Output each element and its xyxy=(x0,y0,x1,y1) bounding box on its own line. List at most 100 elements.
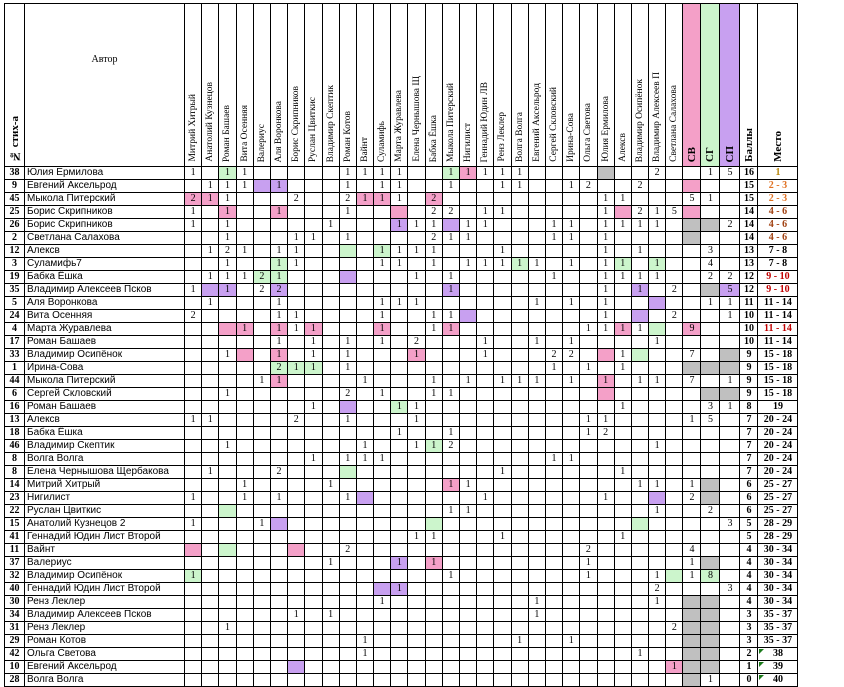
vote-cell: 1 xyxy=(218,192,237,206)
bonus-cell xyxy=(700,517,721,531)
vote-cell xyxy=(562,270,581,284)
vote-cell: 1 xyxy=(648,439,667,453)
vote-cell xyxy=(579,491,598,505)
vote-cell xyxy=(527,283,546,297)
vote-cell: 1 xyxy=(510,179,529,193)
place-cell: 7 - 8 xyxy=(757,257,799,271)
vote-cell xyxy=(458,647,478,661)
vote-cell xyxy=(493,673,512,687)
bonus-cell xyxy=(700,478,721,492)
vote-cell: 2 xyxy=(287,192,306,206)
vote-cell: 1 xyxy=(613,465,632,479)
vote-cell xyxy=(424,179,443,193)
vote-cell: 1 xyxy=(476,257,495,271)
vote-cell xyxy=(493,413,512,427)
vote-cell xyxy=(458,400,478,414)
vote-cell: 1 xyxy=(373,309,392,323)
vote-cell xyxy=(235,660,254,674)
vote-cell xyxy=(527,478,546,492)
vote-cell xyxy=(544,309,564,323)
place-cell: 20 - 24 xyxy=(757,465,799,479)
vote-cell xyxy=(183,673,203,687)
bonus-cell xyxy=(682,595,702,609)
vote-cell xyxy=(510,517,529,531)
vote-cell xyxy=(355,387,375,401)
vote-cell xyxy=(630,543,650,557)
place-cell: 11 - 14 xyxy=(757,309,799,323)
poem-number: 2 xyxy=(4,231,25,245)
vote-cell xyxy=(544,595,564,609)
vote-cell xyxy=(596,556,615,570)
author-name: Бабка Ёшка xyxy=(24,270,185,284)
vote-cell xyxy=(630,660,650,674)
bonus-cell xyxy=(719,530,741,544)
vote-cell: 1 xyxy=(441,569,461,583)
vote-cell: 1 xyxy=(269,309,289,323)
vote-cell xyxy=(648,413,667,427)
vote-cell xyxy=(476,621,495,635)
vote-cell xyxy=(562,530,581,544)
vote-cell: 1 xyxy=(476,348,495,362)
vote-cell xyxy=(218,361,237,375)
vote-cell xyxy=(424,166,443,180)
vote-cell: 1 xyxy=(390,244,409,258)
vote-cell xyxy=(338,283,357,297)
vote-cell xyxy=(493,452,512,466)
vote-cell xyxy=(390,335,409,349)
bonus-cell xyxy=(700,309,721,323)
vote-cell xyxy=(562,569,581,583)
vote-cell xyxy=(510,309,529,323)
vote-cell: 1 xyxy=(458,231,478,245)
vote-cell xyxy=(390,517,409,531)
vote-cell xyxy=(630,439,650,453)
table-row: 25 Борис Скрипников 1 1 1 1 2 2 1 1 1 2 1 5 14 4 - 6 xyxy=(4,205,799,219)
vote-cell: 2 xyxy=(579,543,598,557)
vote-cell xyxy=(252,322,271,336)
vote-cell: 1 xyxy=(201,179,220,193)
points-cell: 12 xyxy=(739,270,759,284)
vote-cell xyxy=(562,647,581,661)
vote-cell: 1 xyxy=(493,257,512,271)
vote-cell xyxy=(596,179,615,193)
vote-cell: 1 xyxy=(390,556,409,570)
vote-cell: 1 xyxy=(424,439,443,453)
num-header: № стих-а xyxy=(4,3,25,167)
vote-cell xyxy=(544,179,564,193)
vote-cell xyxy=(338,582,357,596)
vote-cell xyxy=(287,517,306,531)
vote-cell: 1 xyxy=(458,374,478,388)
vote-cell: 1 xyxy=(201,296,220,310)
vote-cell xyxy=(596,400,615,414)
bonus-cell xyxy=(682,673,702,687)
vote-cell: 1 xyxy=(441,231,461,245)
vote-cell xyxy=(269,478,289,492)
vote-cell xyxy=(630,335,650,349)
vote-cell xyxy=(287,543,306,557)
bonus-cell xyxy=(719,387,741,401)
vote-cell xyxy=(218,543,237,557)
vote-cell xyxy=(304,491,323,505)
vote-cell xyxy=(252,166,271,180)
vote-cell xyxy=(304,439,323,453)
poem-number: 25 xyxy=(4,205,25,219)
vote-cell: 2 xyxy=(269,283,289,297)
table-row: 15 Анатолий Кузнецов 2 1 1 3 5 28 - 29 xyxy=(4,517,799,531)
vote-cell: 1 xyxy=(613,400,632,414)
vote-cell xyxy=(252,439,271,453)
vote-cell xyxy=(493,556,512,570)
vote-cell xyxy=(596,595,615,609)
vote-cell xyxy=(407,257,426,271)
vote-cell xyxy=(304,179,323,193)
bonus-cell: 1 xyxy=(682,556,702,570)
vote-cell: 1 xyxy=(338,413,357,427)
vote-cell: 1 xyxy=(441,166,461,180)
vote-cell: 1 xyxy=(183,166,203,180)
vote-cell: 1 xyxy=(630,270,650,284)
vote-cell xyxy=(648,387,667,401)
place-cell: 7 - 8 xyxy=(757,244,799,258)
points-header: Баллы xyxy=(739,3,759,167)
bonus-cell: 2 xyxy=(682,491,702,505)
vote-cell xyxy=(390,413,409,427)
vote-cell xyxy=(579,296,598,310)
vote-cell xyxy=(493,647,512,661)
